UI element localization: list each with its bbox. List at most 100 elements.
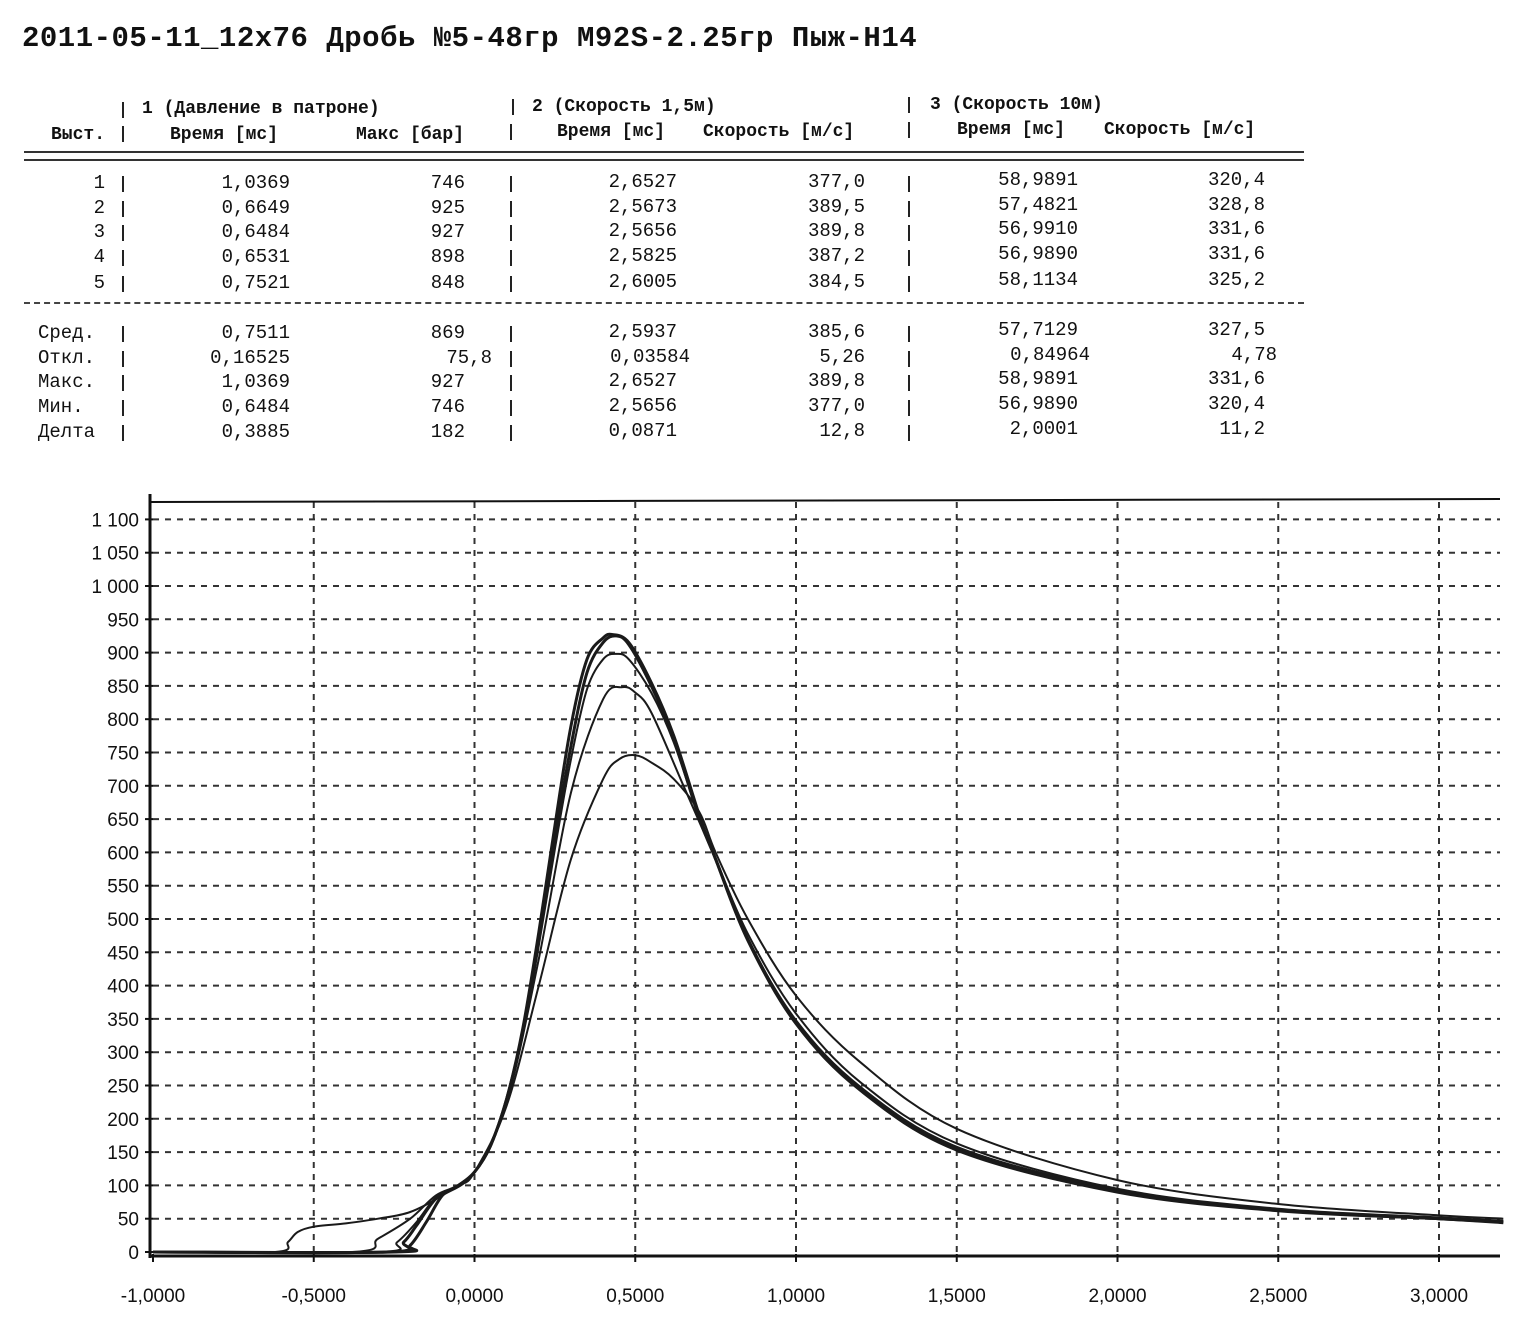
stat-row-cell: 1,0369 (221, 371, 290, 393)
y-tick-label: 200 (107, 1110, 139, 1131)
pressure-curve-shot-3 (152, 632, 1504, 1254)
stat-row-cell: 56,9890 (998, 393, 1078, 415)
column-separator (908, 276, 910, 292)
column-separator (122, 225, 124, 241)
column-separator (510, 201, 512, 217)
stat-row-cell: 385,6 (807, 321, 865, 343)
shot-row-cell: 746 (430, 172, 465, 194)
stat-row-cell: 5,26 (819, 346, 865, 368)
stat-row-cell: 0,0871 (608, 420, 677, 442)
column-header: Время [мс] (170, 125, 279, 145)
shot-row-cell: 848 (430, 272, 465, 294)
report-title: 2011-05-11_12x76 Дробь №5-48гр M92S-2.25… (22, 22, 918, 55)
shot-row-cell: 4 (93, 246, 105, 268)
y-tick-label: 950 (107, 610, 139, 631)
shot-row-cell: 0,7521 (221, 272, 290, 294)
stat-row-cell: 12,8 (819, 420, 865, 442)
shot-row-cell: 331,6 (1207, 218, 1265, 240)
y-tick-label: 1 000 (91, 577, 139, 598)
stat-row-label: Мин. (38, 396, 84, 418)
column-separator (122, 351, 124, 367)
pressure-curve-shot-2 (152, 634, 1504, 1255)
stat-row-cell: 58,9891 (998, 368, 1078, 390)
stat-row-cell: 320,4 (1207, 393, 1265, 415)
stat-row-label: Сред. (38, 322, 96, 344)
stat-row-cell: 57,7129 (998, 319, 1078, 341)
shot-row-cell: 389,8 (807, 220, 865, 242)
y-tick-label: 1 100 (91, 510, 139, 531)
stat-row-cell: 927 (430, 371, 465, 393)
column-separator (122, 201, 124, 217)
column-separator (510, 425, 512, 441)
shot-row-cell: 328,8 (1207, 194, 1265, 216)
stat-row-cell: 2,5937 (608, 321, 677, 343)
column-separator (908, 351, 910, 367)
shot-row-cell: 377,0 (807, 171, 865, 193)
column-separator (122, 326, 124, 342)
column-header: Время [мс] (957, 120, 1066, 140)
y-tick-label: 50 (118, 1210, 139, 1231)
y-tick-label: 150 (107, 1143, 139, 1164)
shot-row-cell: 56,9910 (998, 218, 1078, 240)
stat-row-label: Макс. (38, 371, 96, 393)
column-separator (510, 400, 512, 416)
shot-row-cell: 2,5673 (608, 196, 677, 218)
pressure-curve-shot-1 (152, 754, 1504, 1254)
shot-row-cell: 320,4 (1207, 169, 1265, 191)
y-tick-label: 600 (107, 843, 139, 864)
column-separator (510, 124, 512, 140)
shot-row-cell: 925 (430, 197, 465, 219)
stat-row-label: Делта (38, 421, 96, 443)
group-header-velocity-10m: 3 (Скорость 10м) (930, 95, 1103, 115)
stat-row-cell: 0,7511 (221, 322, 290, 344)
y-tick-label: 800 (107, 710, 139, 731)
column-header: Макс [бар] (356, 125, 465, 145)
stat-row-cell: 2,6527 (608, 370, 677, 392)
x-tick-label: 1,5000 (928, 1286, 986, 1307)
stat-row-cell: 377,0 (807, 395, 865, 417)
stat-row-cell: 2,5656 (608, 395, 677, 417)
shot-row-cell: 2,5825 (608, 245, 677, 267)
y-tick-label: 0 (128, 1243, 139, 1264)
shot-row-cell: 56,9890 (998, 243, 1078, 265)
column-separator (510, 326, 512, 342)
shot-row-cell: 898 (430, 246, 465, 268)
shot-row-cell: 58,1134 (998, 269, 1078, 291)
stat-row-cell: 182 (430, 421, 465, 443)
column-separator (510, 351, 512, 367)
shot-row-cell: 0,6649 (221, 197, 290, 219)
chart-curves (152, 632, 1504, 1255)
column-separator (908, 400, 910, 416)
column-separator (908, 425, 910, 441)
shot-row-cell: 1 (93, 172, 105, 194)
column-separator (908, 201, 910, 217)
shot-row-cell: 927 (430, 221, 465, 243)
stat-row-cell: 331,6 (1207, 368, 1265, 390)
shot-row-cell: 5 (93, 272, 105, 294)
stat-row-cell: 0,03584 (610, 346, 690, 368)
stat-row-cell: 0,16525 (210, 347, 290, 369)
y-tick-label: 1 050 (91, 544, 139, 565)
y-tick-label: 250 (107, 1077, 139, 1098)
stat-row-cell: 746 (430, 396, 465, 418)
y-tick-label: 550 (107, 877, 139, 898)
column-separator (122, 400, 124, 416)
x-tick-label: -1,0000 (121, 1286, 185, 1307)
shot-row-cell: 2,6005 (608, 271, 677, 293)
y-tick-label: 650 (107, 810, 139, 831)
column-header: Скорость [м/с] (703, 122, 855, 142)
column-separator (512, 99, 514, 115)
column-separator (510, 176, 512, 192)
column-header: Выст. (50, 125, 105, 145)
chart-grid (153, 502, 1500, 1252)
stats-dashed-divider (24, 302, 1304, 304)
column-separator (510, 375, 512, 391)
y-tick-label: 300 (107, 1043, 139, 1064)
column-separator (510, 225, 512, 241)
y-tick-label: 450 (107, 943, 139, 964)
column-header: Скорость [м/с] (1104, 120, 1256, 140)
stat-row-cell: 0,3885 (221, 421, 290, 443)
shot-row-cell: 57,4821 (998, 194, 1078, 216)
shot-row-cell: 384,5 (807, 271, 865, 293)
x-tick-label: 2,0000 (1088, 1286, 1146, 1307)
